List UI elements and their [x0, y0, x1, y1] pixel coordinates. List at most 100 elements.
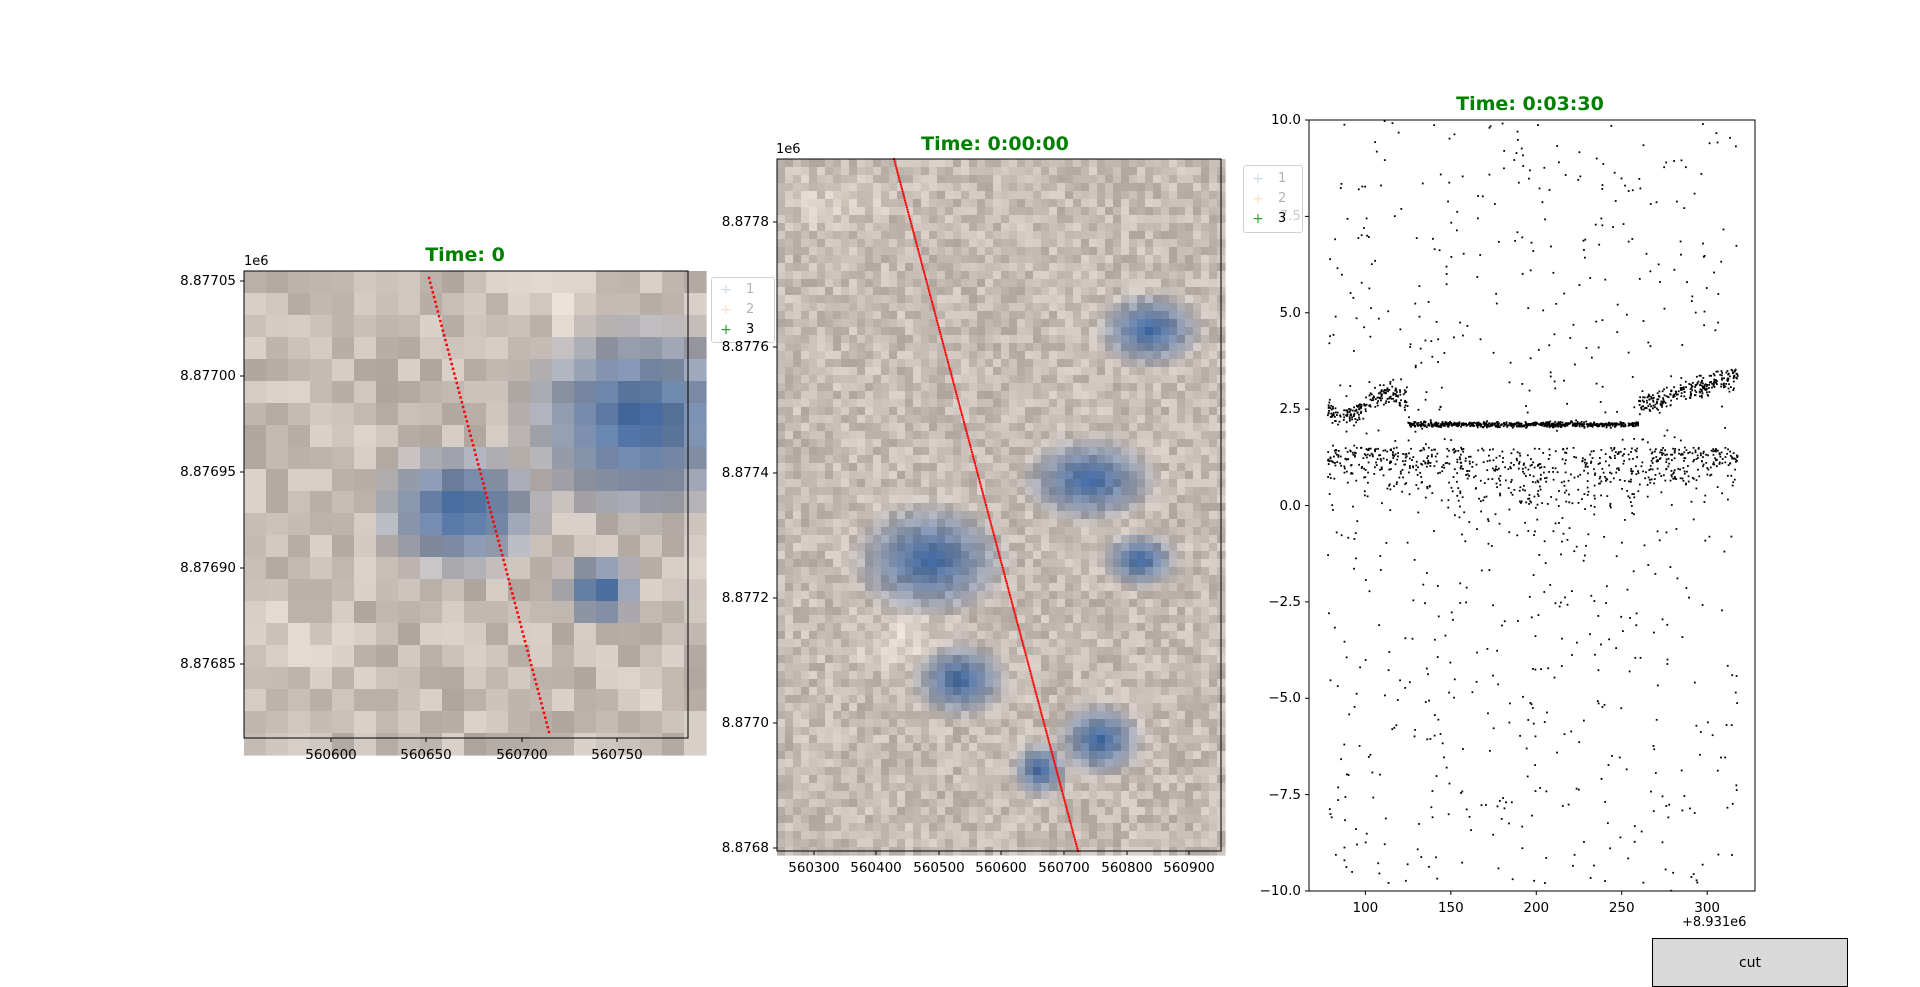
scatter-point: [1688, 475, 1690, 477]
scatter-point: [1715, 329, 1717, 331]
scatter-point: [1612, 226, 1614, 228]
scatter-point: [1396, 459, 1398, 461]
cut-button[interactable]: cut: [1652, 938, 1848, 987]
scatter-point: [1427, 673, 1429, 675]
scatter-point: [1380, 460, 1382, 462]
scatter-point: [1327, 554, 1329, 556]
scatter-point: [1508, 722, 1510, 724]
scatter-point: [1468, 470, 1470, 472]
scatter-point: [1529, 169, 1531, 171]
scatter-point: [1484, 482, 1486, 484]
scatter-point: [1680, 389, 1682, 391]
scatter-point: [1629, 458, 1631, 460]
scatter-point: [1586, 462, 1588, 464]
scatter-point: [1584, 257, 1586, 259]
scatter-point: [1683, 386, 1685, 388]
scatter-point: [1407, 405, 1409, 407]
scatter-point: [1488, 520, 1490, 522]
scatter-point: [1456, 495, 1458, 497]
scatter-point: [1627, 858, 1629, 860]
scatter-point: [1678, 453, 1680, 455]
scatter-point: [1735, 369, 1737, 371]
scatter-point: [1365, 659, 1367, 661]
scatter-point: [1610, 447, 1612, 449]
scatter-point: [1417, 474, 1419, 476]
scatter-point: [1414, 303, 1416, 305]
scatter-point: [1665, 805, 1667, 807]
scatter-point: [1521, 236, 1523, 238]
scatter-point: [1629, 617, 1631, 619]
scatter-point: [1564, 733, 1566, 735]
scatter-point: [1544, 882, 1546, 884]
scatter-point: [1605, 460, 1607, 462]
scatter-point: [1599, 462, 1601, 464]
scatter-point: [1514, 240, 1516, 242]
scatter-point: [1481, 570, 1483, 572]
panel3-x-tick-label: 250: [1609, 900, 1635, 916]
scatter-point: [1404, 483, 1406, 485]
scatter-point: [1523, 473, 1525, 475]
scatter-point: [1585, 464, 1587, 466]
scatter-point: [1467, 325, 1469, 327]
scatter-point: [1475, 475, 1477, 477]
scatter-point: [1611, 473, 1613, 475]
scatter-point: [1639, 400, 1641, 402]
scatter-point: [1564, 463, 1566, 465]
scatter-point: [1439, 409, 1441, 411]
scatter-point: [1573, 550, 1575, 552]
scatter-point: [1728, 383, 1730, 385]
scatter-point: [1589, 424, 1591, 426]
scatter-point: [1531, 423, 1533, 425]
scatter-point: [1702, 864, 1704, 866]
scatter-point: [1405, 453, 1407, 455]
scatter-point: [1652, 407, 1654, 409]
scatter-point: [1441, 466, 1443, 468]
scatter-point: [1620, 421, 1622, 423]
scatter-point: [1448, 482, 1450, 484]
scatter-point: [1736, 702, 1738, 704]
scatter-point: [1570, 421, 1572, 423]
scatter-point: [1662, 795, 1664, 797]
scatter-point: [1420, 362, 1422, 364]
scatter-point: [1727, 475, 1729, 477]
scatter-point: [1708, 384, 1710, 386]
scatter-point: [1492, 448, 1494, 450]
scatter-point: [1733, 381, 1735, 383]
scatter-point: [1637, 470, 1639, 472]
scatter-point: [1663, 388, 1665, 390]
scatter-point: [1719, 456, 1721, 458]
scatter-point: [1673, 471, 1675, 473]
scatter-point: [1576, 788, 1578, 790]
scatter-point: [1568, 494, 1570, 496]
scatter-point: [1720, 261, 1722, 263]
scatter-point: [1381, 466, 1383, 468]
scatter-point: [1573, 447, 1575, 449]
scatter-point: [1616, 555, 1618, 557]
scatter-point: [1695, 312, 1697, 314]
scatter-point: [1688, 383, 1690, 385]
scatter-point: [1443, 464, 1445, 466]
scatter-point: [1365, 841, 1367, 843]
scatter-point: [1608, 422, 1610, 424]
scatter-point: [1413, 421, 1415, 423]
scatter-point: [1620, 836, 1622, 838]
scatter-point: [1359, 418, 1361, 420]
scatter-point: [1612, 425, 1614, 427]
scatter-point: [1424, 425, 1426, 427]
scatter-point: [1658, 263, 1660, 265]
scatter-point: [1419, 285, 1421, 287]
scatter-point: [1671, 470, 1673, 472]
scatter-point: [1346, 415, 1348, 417]
scatter-point: [1667, 659, 1669, 661]
scatter-point: [1358, 404, 1360, 406]
scatter-point: [1462, 496, 1464, 498]
scatter-point: [1541, 424, 1543, 426]
scatter-point: [1462, 335, 1464, 337]
scatter-point: [1516, 458, 1518, 460]
scatter-point: [1463, 511, 1465, 513]
scatter-point: [1554, 423, 1556, 425]
scatter-point: [1719, 374, 1721, 376]
scatter-point: [1411, 459, 1413, 461]
scatter-point: [1334, 627, 1336, 629]
scatter-point: [1356, 520, 1358, 522]
